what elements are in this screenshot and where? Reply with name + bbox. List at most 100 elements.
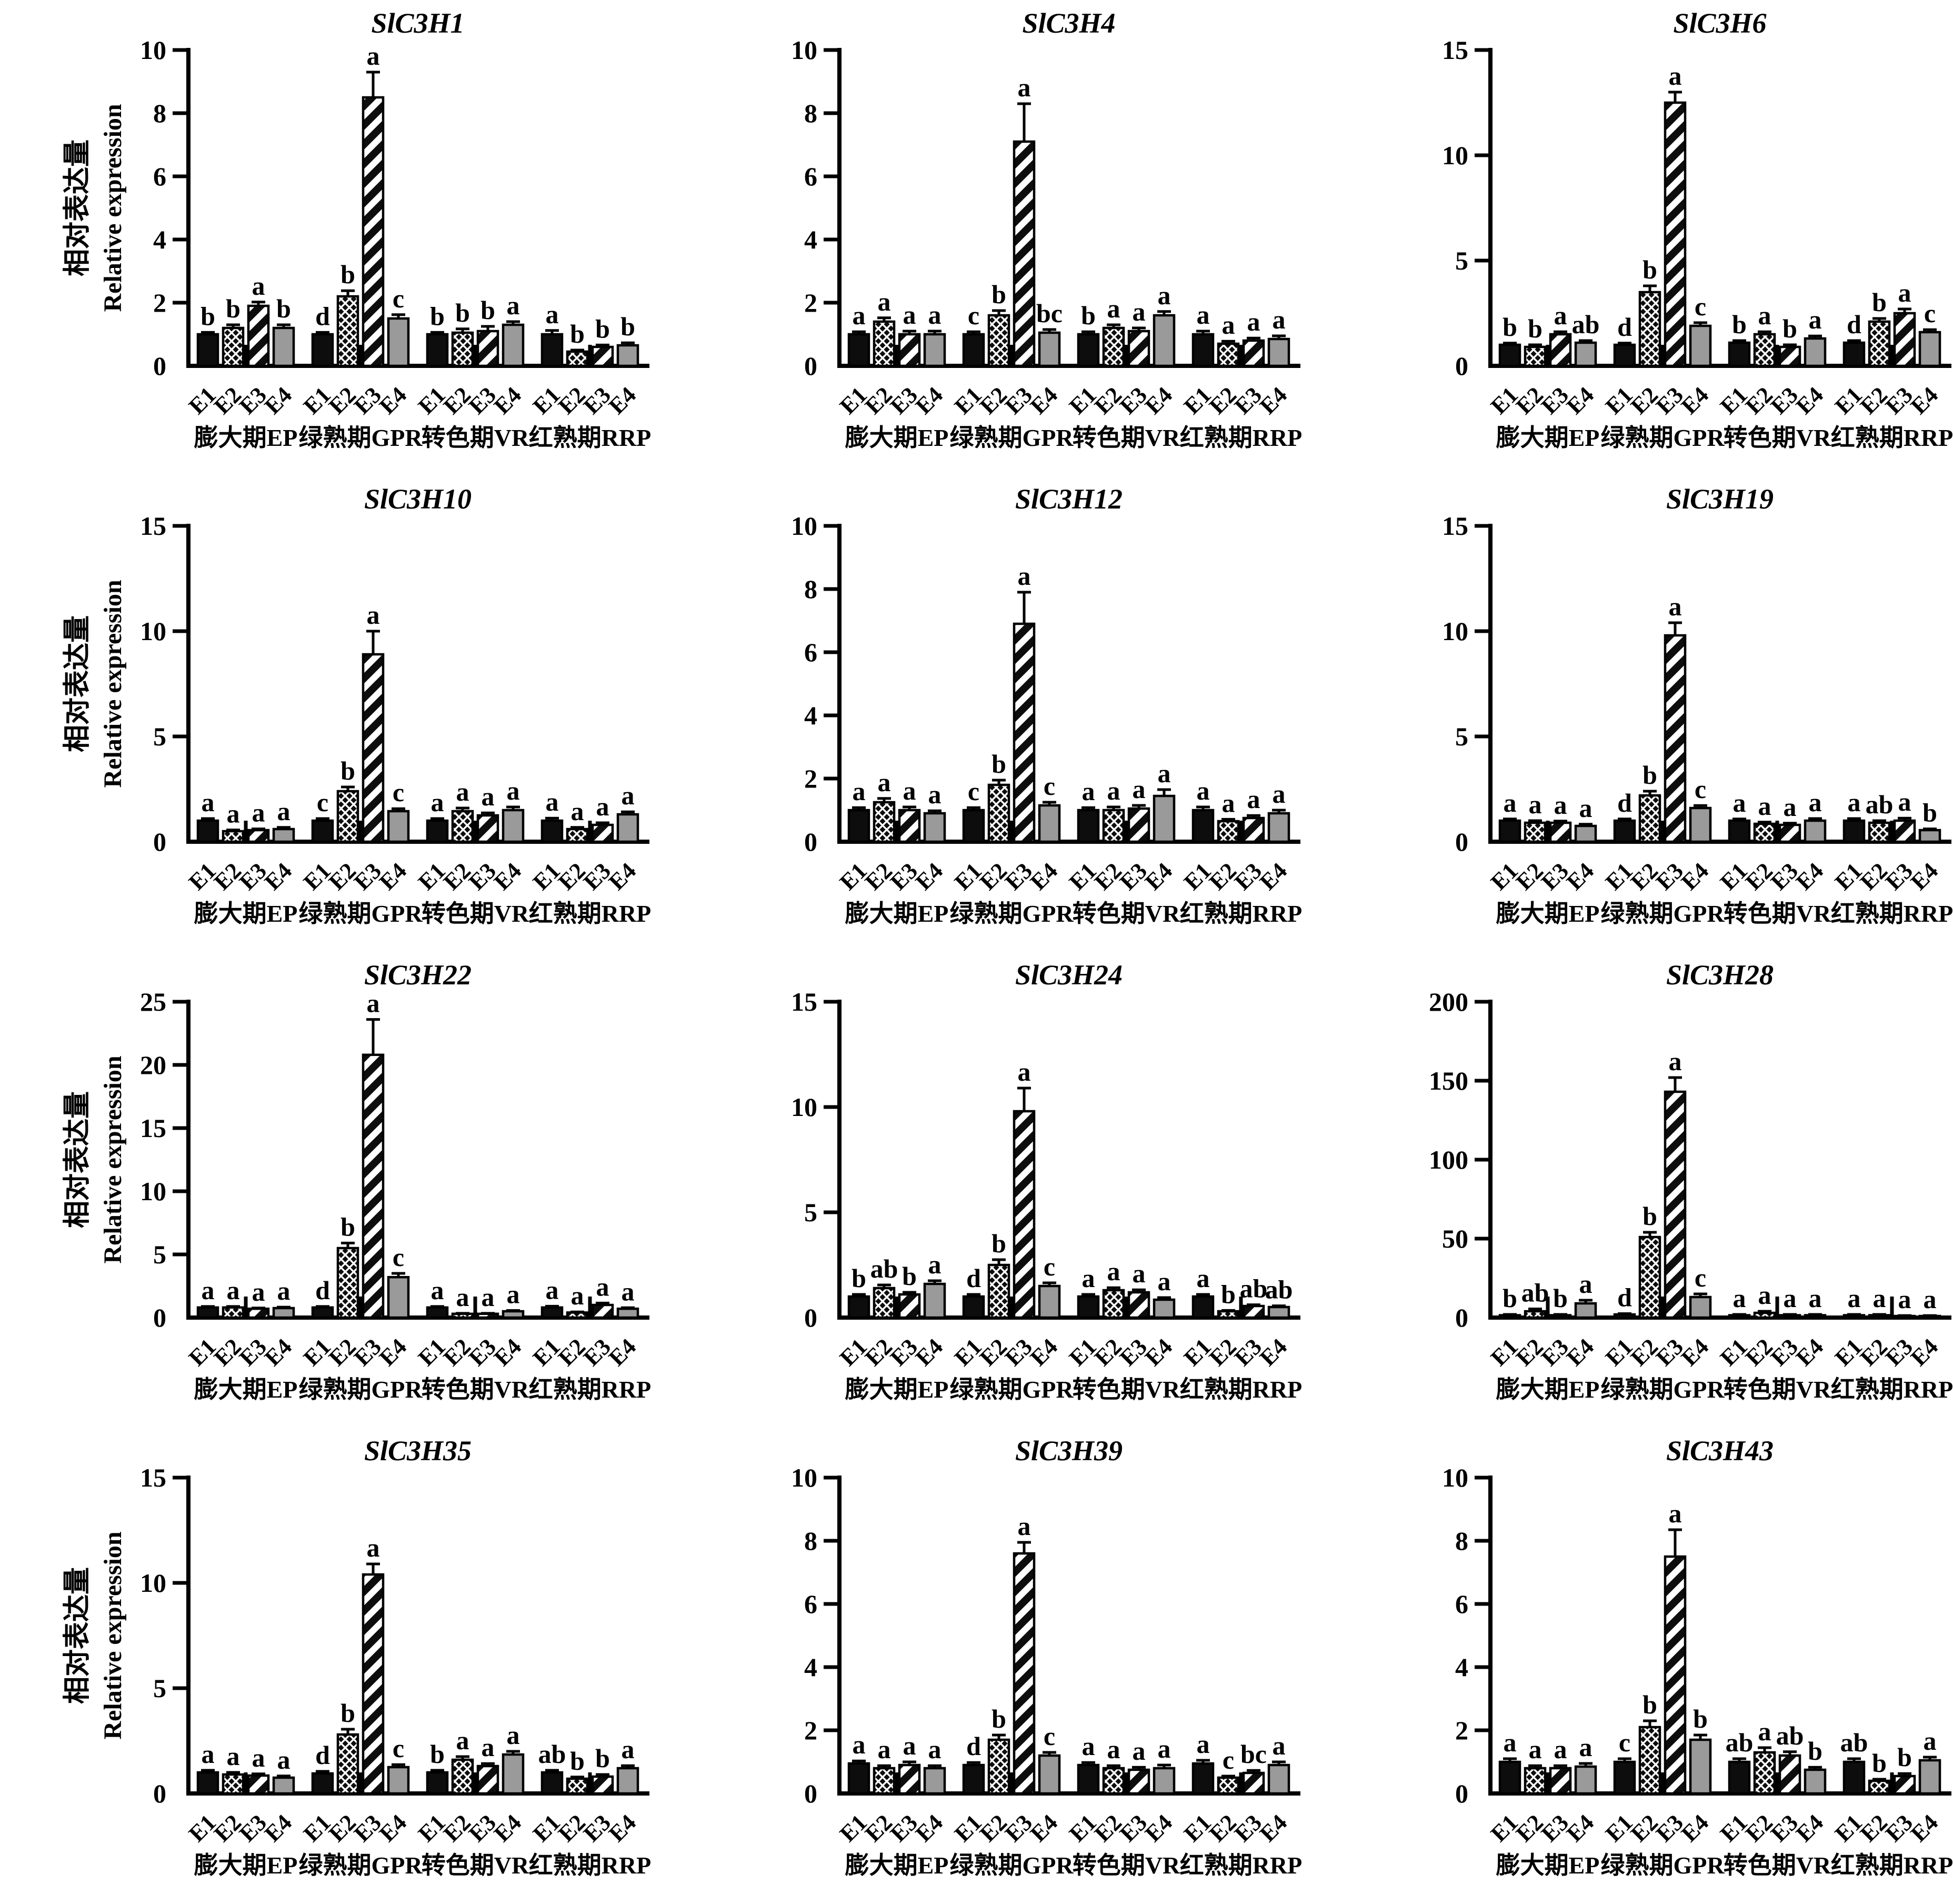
significance-letter: a bbox=[1758, 791, 1771, 821]
significance-letter: a bbox=[622, 1277, 635, 1306]
x-tick-label: E4 bbox=[1255, 858, 1292, 895]
significance-letter: a bbox=[1018, 1511, 1031, 1541]
panel-SlC3H43: SlC3H43 0 2 4 6 8 10 a E1 a E2 a E3 a E4 膨大期EP c E1 b E2 a E3… bbox=[1302, 1428, 1953, 1903]
bar-E4 bbox=[1689, 324, 1712, 367]
significance-letter: a bbox=[252, 271, 265, 301]
significance-letter: b bbox=[1897, 1742, 1912, 1772]
y-tick-label: 15 bbox=[791, 987, 817, 1016]
bar-E1 bbox=[540, 1306, 564, 1319]
significance-letter: b bbox=[1642, 760, 1657, 790]
significance-letter: a bbox=[903, 1731, 916, 1760]
x-tick-label: E4 bbox=[1025, 858, 1063, 895]
y-tick-label: 8 bbox=[153, 98, 166, 128]
bar-E1 bbox=[426, 1771, 449, 1795]
panel-SlC3H4: SlC3H4 0 2 4 6 8 10 a E1 a E2 a E3 a E4 膨大期EP c E1 b E2 a E3 b… bbox=[651, 0, 1302, 476]
bar-E2 bbox=[1638, 1235, 1661, 1319]
bar-E3 bbox=[1893, 819, 1916, 843]
bar-E3 bbox=[1127, 1291, 1150, 1319]
x-tick-label: E4 bbox=[1561, 1809, 1599, 1847]
x-tick-label: E4 bbox=[1906, 1333, 1943, 1371]
y-tick-label: 0 bbox=[153, 827, 166, 856]
significance-letter: a bbox=[1579, 793, 1593, 823]
x-tick-label: E4 bbox=[1140, 858, 1177, 895]
significance-letter: a bbox=[252, 1277, 265, 1307]
significance-letter: a bbox=[878, 1734, 891, 1764]
y-axis-label-zh: 相对表达量 bbox=[62, 139, 93, 276]
significance-letter: a bbox=[277, 796, 291, 826]
group-label: 红熟期RRP bbox=[1831, 900, 1953, 927]
significance-letter: a bbox=[1247, 784, 1260, 814]
significance-letter: a bbox=[1158, 759, 1171, 788]
group-label: 膨大期EP bbox=[1496, 1852, 1600, 1879]
bar-E4 bbox=[272, 326, 295, 367]
bar-E4 bbox=[1918, 829, 1941, 843]
significance-letter: a bbox=[928, 780, 942, 809]
bar-E2 bbox=[987, 314, 1010, 367]
significance-letter: a bbox=[1924, 1284, 1937, 1314]
group-label: 膨大期EP bbox=[845, 900, 949, 927]
significance-letter: ab bbox=[538, 1739, 566, 1769]
bar-E4 bbox=[1804, 1768, 1827, 1795]
x-tick-label: E4 bbox=[1791, 858, 1828, 895]
bar-E3 bbox=[362, 1573, 385, 1795]
bar-E2 bbox=[1524, 1310, 1547, 1319]
group-label: 转色期VR bbox=[422, 1376, 529, 1403]
bar-E1 bbox=[1077, 333, 1100, 367]
bar-E3 bbox=[1664, 1555, 1687, 1795]
bar-E2 bbox=[1102, 1767, 1125, 1795]
panel-title: SlC3H4 bbox=[1022, 7, 1115, 39]
significance-letter: c bbox=[1044, 771, 1055, 801]
bar-E3 bbox=[898, 1763, 921, 1795]
significance-letter: a bbox=[622, 781, 635, 810]
significance-letter: a bbox=[546, 1275, 559, 1304]
y-tick-label: 2 bbox=[804, 288, 817, 317]
significance-letter: a bbox=[1197, 300, 1210, 330]
bar-E2 bbox=[222, 326, 245, 367]
y-tick-label: 4 bbox=[804, 701, 817, 730]
significance-letter: a bbox=[1809, 1283, 1822, 1313]
bar-E1 bbox=[1613, 819, 1636, 843]
significance-letter: c bbox=[393, 1733, 404, 1763]
bar-E1 bbox=[1191, 333, 1215, 367]
bar-E2 bbox=[1217, 1776, 1240, 1795]
significance-letter: a bbox=[507, 1280, 520, 1309]
bar-E2 bbox=[1868, 821, 1891, 843]
significance-letter: b bbox=[455, 298, 470, 327]
y-tick-label: 150 bbox=[1429, 1066, 1468, 1095]
bar-E3 bbox=[898, 1293, 921, 1319]
group-label: 转色期VR bbox=[422, 900, 529, 927]
y-tick-label: 0 bbox=[804, 351, 817, 381]
significance-letter: b bbox=[991, 1704, 1006, 1733]
group-label: 红熟期RRP bbox=[1180, 424, 1302, 451]
group-label: 绿熟期GPR bbox=[949, 424, 1074, 451]
y-tick-label: 5 bbox=[1455, 246, 1468, 275]
significance-letter: a bbox=[1758, 301, 1771, 330]
bar-E4 bbox=[387, 317, 410, 367]
significance-letter: b bbox=[1642, 1201, 1657, 1231]
y-tick-label: 5 bbox=[153, 1240, 166, 1269]
significance-letter: b bbox=[1693, 1704, 1708, 1733]
bar-E2 bbox=[1217, 342, 1240, 367]
y-axis-label-en: Relative expression bbox=[99, 1055, 127, 1263]
group-label: 转色期VR bbox=[1724, 1376, 1831, 1403]
x-tick-label: E4 bbox=[374, 1809, 412, 1847]
bar-E1 bbox=[1728, 819, 1751, 843]
bar-E1 bbox=[196, 1306, 219, 1319]
bar-E2 bbox=[336, 790, 359, 843]
bar-E3 bbox=[476, 330, 499, 367]
significance-letter: b bbox=[1872, 1748, 1887, 1778]
significance-letter: a bbox=[1197, 776, 1210, 805]
panel-SlC3H24: SlC3H24 0 5 10 15 b E1 ab E2 b E3 a E4 膨大期EP d E1 b E2 a E3… bbox=[651, 952, 1302, 1428]
bar-E3 bbox=[1242, 816, 1265, 843]
bar-E2 bbox=[1753, 1311, 1776, 1319]
y-tick-label: 4 bbox=[804, 1652, 817, 1682]
bar-E2 bbox=[1753, 822, 1776, 843]
y-axis-label-zh: 相对表达量 bbox=[62, 1567, 93, 1704]
bar-E4 bbox=[923, 812, 946, 843]
x-tick-label: E4 bbox=[604, 382, 641, 419]
significance-letter: ab bbox=[870, 1254, 898, 1283]
bar-E2 bbox=[566, 1777, 589, 1795]
group-label: 红熟期RRP bbox=[529, 900, 651, 927]
